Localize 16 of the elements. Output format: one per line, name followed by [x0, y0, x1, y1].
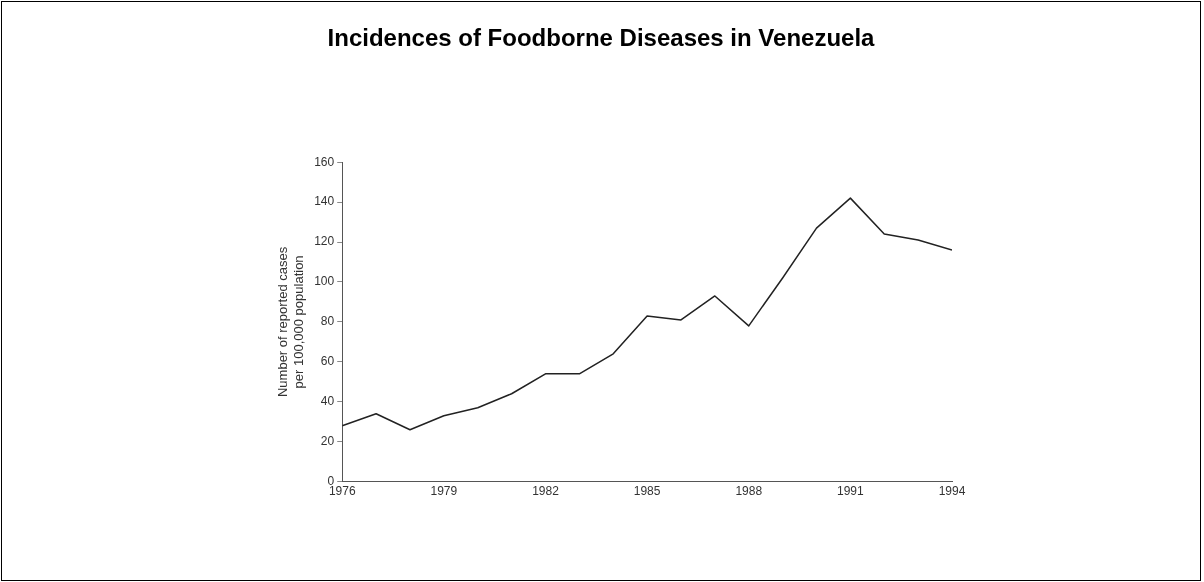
- chart-title: Incidences of Foodborne Diseases in Venezuela: [326, 24, 876, 52]
- y-tick-label: 160: [314, 154, 335, 169]
- x-tick-label: 1982: [532, 484, 560, 499]
- y-tick-label: 80: [320, 314, 335, 329]
- y-tick-label: 20: [320, 433, 335, 448]
- y-tick-label: 60: [320, 354, 335, 369]
- y-tick-label: 40: [320, 394, 335, 409]
- x-tick-label: 1985: [633, 484, 661, 499]
- y-axis-title: Number of reported cases per 100,000 population: [275, 246, 306, 398]
- y-tick-label: 100: [314, 274, 335, 289]
- x-tick-label: 1979: [430, 484, 458, 499]
- x-tick-label: 1991: [837, 484, 865, 499]
- x-tick-label: 1988: [735, 484, 763, 499]
- y-tick-label: 120: [314, 234, 335, 249]
- x-tick-label: 1994: [938, 484, 966, 499]
- y-tick-label: 140: [314, 194, 335, 209]
